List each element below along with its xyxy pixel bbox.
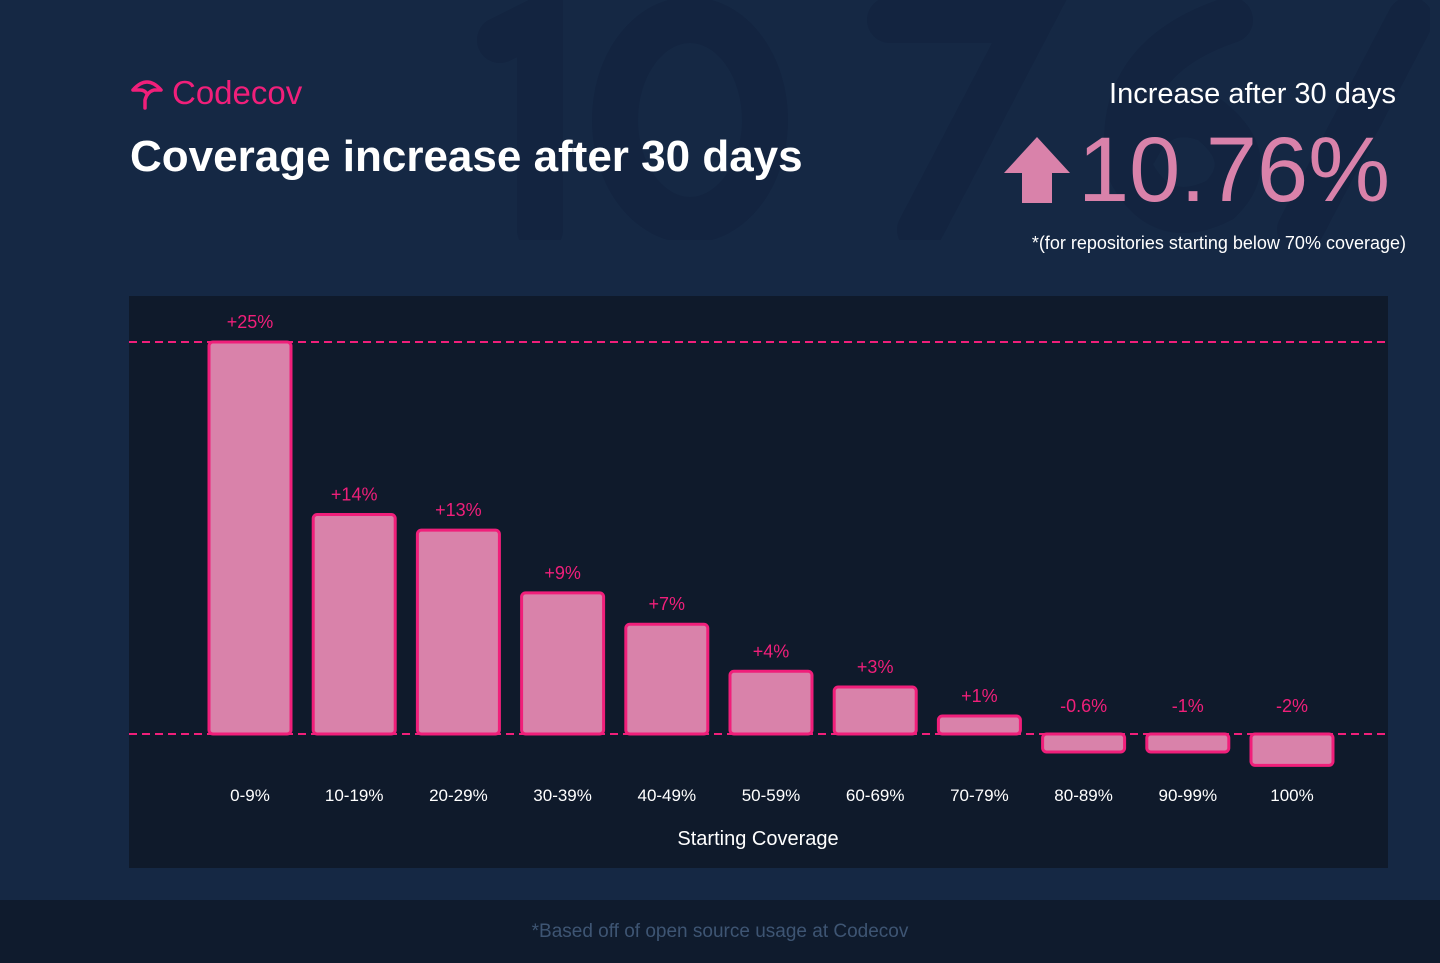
increase-label: Increase after 30 days: [1109, 78, 1396, 110]
x-tick-label: 60-69%: [846, 786, 905, 805]
bar: [520, 591, 606, 736]
data-label: +9%: [544, 563, 581, 583]
data-label: +7%: [649, 594, 686, 614]
data-label: -2%: [1276, 696, 1308, 716]
data-label: +25%: [227, 312, 274, 332]
x-tick-label: 20-29%: [429, 786, 488, 805]
x-tick-label: 70-79%: [950, 786, 1009, 805]
chart-panel: +25% 0-9% +14% 10-19% +13% 20-29% +9% 30-39% +7%…: [129, 296, 1388, 868]
data-label: +1%: [961, 686, 998, 706]
data-label: +4%: [753, 641, 790, 661]
bar: [311, 512, 397, 736]
x-tick-label: 10-19%: [325, 786, 384, 805]
x-tick-label: 90-99%: [1158, 786, 1217, 805]
bar: [832, 685, 918, 736]
bar-chart: +25% 0-9% +14% 10-19% +13% 20-29% +9% 30-39% +7%…: [129, 312, 1388, 850]
data-label: -1%: [1172, 696, 1204, 716]
data-label: +3%: [857, 657, 894, 677]
x-axis-label: Starting Coverage: [677, 828, 838, 850]
x-tick-label: 100%: [1270, 786, 1313, 805]
background-number-watermark: [477, 0, 1430, 240]
x-tick-label: 0-9%: [230, 786, 270, 805]
increase-value: 10.76%: [1077, 119, 1390, 221]
x-tick-label: 40-49%: [637, 786, 696, 805]
bar: [936, 714, 1022, 736]
footer: *Based off of open source usage at Codec…: [0, 900, 1440, 963]
data-label: +13%: [435, 500, 482, 520]
data-label: +14%: [331, 484, 378, 504]
bar: [415, 528, 501, 736]
bar: [207, 340, 293, 736]
bar: [728, 669, 814, 736]
x-tick-label: 50-59%: [742, 786, 801, 805]
increase-value-group: 10.76%: [1002, 120, 1390, 220]
arrow-up-icon: [1003, 137, 1070, 203]
codecov-logo: Codecov: [130, 74, 302, 112]
bar: [624, 622, 710, 736]
umbrella-icon: [131, 80, 163, 110]
x-tick-label: 30-39%: [533, 786, 592, 805]
brand-name: Codecov: [172, 74, 303, 111]
page-title: Coverage increase after 30 days: [130, 132, 803, 181]
data-label: -0.6%: [1060, 696, 1107, 716]
bar: [1145, 732, 1231, 754]
bar: [1041, 732, 1127, 754]
increase-note: *(for repositories starting below 70% co…: [1031, 233, 1406, 253]
footer-note: *Based off of open source usage at Codec…: [531, 920, 909, 942]
bar: [1249, 732, 1335, 767]
x-tick-label: 80-89%: [1054, 786, 1113, 805]
